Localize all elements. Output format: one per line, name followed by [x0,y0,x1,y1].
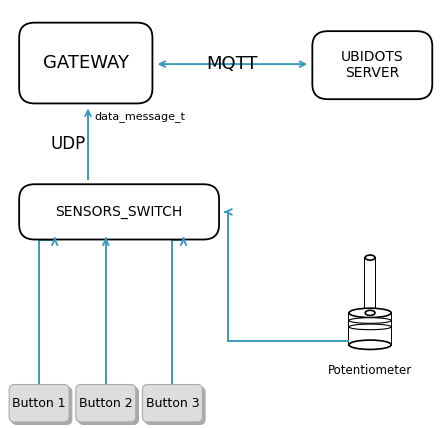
FancyBboxPatch shape [12,387,72,425]
FancyBboxPatch shape [19,23,152,104]
Ellipse shape [349,318,391,323]
Text: Potentiometer: Potentiometer [328,364,412,377]
Ellipse shape [349,308,391,318]
FancyBboxPatch shape [9,384,69,422]
Text: GATEWAY: GATEWAY [43,54,129,72]
Ellipse shape [349,340,391,349]
FancyBboxPatch shape [145,387,205,425]
Text: UDP: UDP [50,135,85,153]
FancyBboxPatch shape [19,184,219,240]
Text: data_message_t: data_message_t [95,111,186,122]
Text: SENSORS_SWITCH: SENSORS_SWITCH [55,205,183,219]
FancyBboxPatch shape [79,387,139,425]
Text: Button 2: Button 2 [79,397,133,410]
Text: Button 1: Button 1 [13,397,66,410]
Text: Button 3: Button 3 [146,397,199,410]
Text: UBIDOTS
SERVER: UBIDOTS SERVER [341,50,404,80]
FancyBboxPatch shape [143,384,202,422]
Bar [349,313,391,345]
FancyBboxPatch shape [312,31,432,99]
Text: MQTT: MQTT [207,55,258,73]
Bar [365,258,375,313]
Ellipse shape [365,310,375,315]
Ellipse shape [365,255,375,260]
Ellipse shape [349,324,391,330]
FancyBboxPatch shape [76,384,136,422]
